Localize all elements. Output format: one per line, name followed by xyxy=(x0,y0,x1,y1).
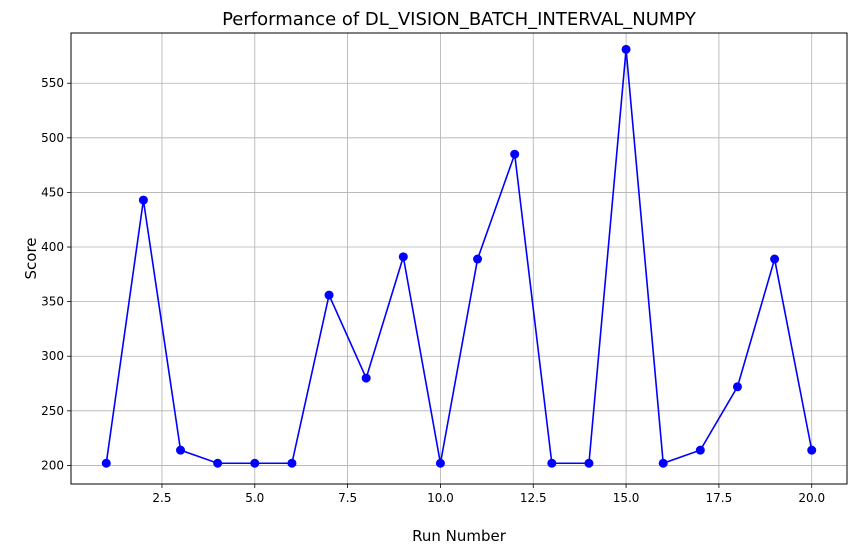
data-point xyxy=(287,458,297,468)
y-tick-label: 400 xyxy=(41,240,64,254)
data-point xyxy=(250,458,260,468)
y-axis-label: Score xyxy=(22,237,40,279)
data-point xyxy=(138,195,148,205)
x-tick-label: 5.0 xyxy=(245,491,264,505)
data-point xyxy=(547,458,557,468)
y-tick-label: 350 xyxy=(41,295,64,309)
y-tick-label: 250 xyxy=(41,404,64,418)
chart-title: Performance of DL_VISION_BATCH_INTERVAL_… xyxy=(222,9,697,30)
x-axis-label: Run Number xyxy=(412,527,507,545)
data-point xyxy=(770,254,780,264)
plot-area xyxy=(101,44,817,468)
data-point xyxy=(658,458,668,468)
data-point xyxy=(213,458,223,468)
y-tick-label: 500 xyxy=(41,131,64,145)
data-point xyxy=(101,458,111,468)
data-point xyxy=(695,445,705,455)
x-tick-label: 20.0 xyxy=(798,491,825,505)
y-tick-label: 450 xyxy=(41,185,64,199)
x-tick-label: 2.5 xyxy=(152,491,171,505)
data-point xyxy=(324,290,334,300)
data-point xyxy=(621,44,631,54)
x-tick-label: 17.5 xyxy=(706,491,733,505)
data-point xyxy=(435,458,445,468)
axis-ticks: 2.5 5.0 7.5 10.0 12.5 15.0 17.5 20.0 200 250 300 35… xyxy=(41,76,825,505)
y-tick-label: 200 xyxy=(41,458,64,472)
data-point xyxy=(584,458,594,468)
data-point xyxy=(361,373,371,383)
data-point xyxy=(807,445,817,455)
series-line xyxy=(105,49,813,465)
plot-frame xyxy=(70,32,848,485)
grid xyxy=(71,33,847,484)
x-tick-label: 10.0 xyxy=(427,491,454,505)
x-tick-label: 7.5 xyxy=(338,491,357,505)
x-tick-label: 12.5 xyxy=(520,491,547,505)
data-point xyxy=(473,254,483,264)
y-tick-label: 300 xyxy=(41,349,64,363)
data-point xyxy=(510,149,520,159)
data-point xyxy=(176,445,186,455)
data-point xyxy=(398,252,408,262)
y-tick-label: 550 xyxy=(41,76,64,90)
x-tick-label: 15.0 xyxy=(613,491,640,505)
data-point xyxy=(732,382,742,392)
